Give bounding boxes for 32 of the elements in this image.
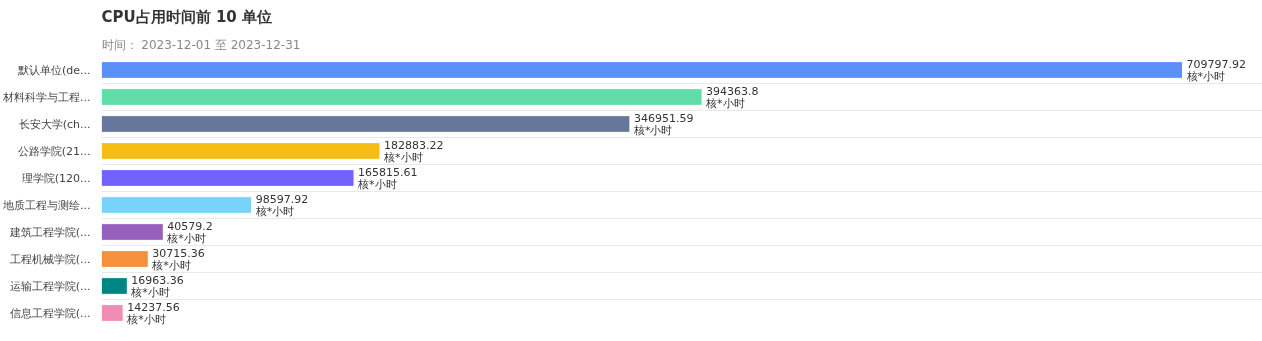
- data-label: 16963.36 核*小时: [130, 274, 184, 299]
- data-label: 394363.8 核*小时: [705, 85, 759, 110]
- data-label: 98597.92 核*小时: [254, 193, 309, 218]
- bar: [101, 142, 381, 160]
- bar: [101, 304, 124, 322]
- data-label: 709797.92 核*小时: [1185, 58, 1247, 83]
- y-tick-label: 公路学院(21...: [17, 144, 91, 158]
- y-tick-label: 默认单位(de...: [16, 63, 91, 77]
- chart-subtitle: 时间： 2023-12-01 至 2023-12-31: [101, 37, 301, 52]
- bar: [101, 250, 149, 268]
- bar: [101, 196, 253, 214]
- data-label: 30715.36 核*小时: [151, 247, 205, 272]
- bar: [101, 277, 128, 295]
- data-label: 182883.22 核*小时: [383, 139, 444, 164]
- y-tick-label: 建筑工程学院(...: [8, 225, 91, 239]
- bar: [101, 88, 703, 106]
- bar: [101, 115, 631, 133]
- data-label: 165815.61 核*小时: [357, 166, 418, 191]
- y-tick-label: 理学院(120...: [21, 171, 91, 185]
- y-tick-label: 长安大学(ch...: [18, 117, 91, 131]
- chart-title: CPU占用时间前 10 单位: [101, 7, 273, 26]
- y-tick-label: 材料科学与工程...: [2, 90, 91, 104]
- data-label: 14237.56 核*小时: [126, 301, 180, 326]
- y-tick-label: 地质工程与测绘...: [2, 198, 91, 212]
- bar: [101, 61, 1184, 79]
- y-tick-label: 信息工程学院(...: [9, 306, 91, 320]
- y-tick-label: 运输工程学院(...: [9, 279, 91, 293]
- data-label: 40579.2 核*小时: [166, 220, 213, 245]
- y-tick-label: 工程机械学院(...: [9, 252, 91, 266]
- bar: [101, 169, 355, 187]
- data-label: 346951.59 核*小时: [632, 112, 694, 137]
- bar: [101, 223, 164, 241]
